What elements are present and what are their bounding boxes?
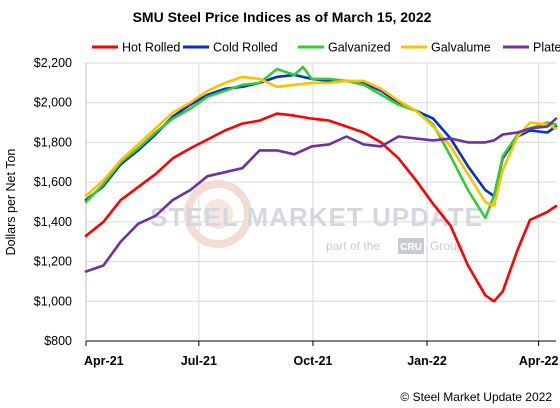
watermark-cru-box [398, 238, 424, 254]
x-tick-label: Apr-22 [519, 354, 559, 368]
y-tick-label: $1,800 [34, 135, 72, 149]
series-line-hot-rolled [84, 112, 558, 303]
watermark-logo-core [203, 199, 233, 229]
watermark-cru-label: CRU [400, 242, 422, 253]
copyright-notice: © Steel Market Update 2022 [400, 390, 552, 404]
series-line-cold-rolled [84, 73, 558, 202]
axes: $800 $1,000 $1,200 $1,400 $1,600 $1,800 $2,000… [34, 56, 559, 368]
legend-label-plate: Plate [533, 41, 560, 55]
y-tick-label: $1,600 [34, 175, 72, 189]
y-tick-label: $800 [44, 334, 72, 348]
x-tick-label: Jul-21 [181, 354, 217, 368]
watermark-tagline-post: Group [430, 239, 464, 253]
watermark-logo-ring [184, 180, 252, 248]
watermark-tagline-pre: part of the [326, 239, 380, 253]
y-tick-label: $2,200 [34, 56, 72, 70]
legend-label-galvanized: Galvanized [328, 41, 391, 55]
y-axis-label: Dollars per Net Ton [4, 149, 18, 256]
x-tick-label: Apr-21 [84, 354, 124, 368]
legend-label-hot-rolled: Hot Rolled [122, 41, 180, 55]
y-tick-label: $1,000 [34, 294, 72, 308]
series-line-plate [84, 117, 558, 273]
y-tick-label: $1,200 [34, 255, 72, 269]
x-tick-label: Jan-22 [407, 354, 447, 368]
watermark: STEEL MARKET UPDATE part of the CRU Grou… [150, 180, 483, 254]
series-line-galvalume [84, 75, 558, 208]
legend-label-galvalume: Galvalume [431, 41, 491, 55]
x-tick-label: Oct-21 [293, 354, 332, 368]
watermark-brand: STEEL MARKET UPDATE [150, 202, 483, 232]
legend: Hot Rolled Cold Rolled Galvanized Galvalume… [92, 41, 560, 55]
y-tick-label: $2,000 [34, 96, 72, 110]
legend-label-cold-rolled: Cold Rolled [213, 41, 278, 55]
series-lines [84, 65, 558, 303]
chart-title: SMU Steel Price Indices as of March 15, … [133, 9, 432, 25]
y-tick-label: $1,400 [34, 215, 72, 229]
series-line-galvanized [84, 65, 558, 220]
